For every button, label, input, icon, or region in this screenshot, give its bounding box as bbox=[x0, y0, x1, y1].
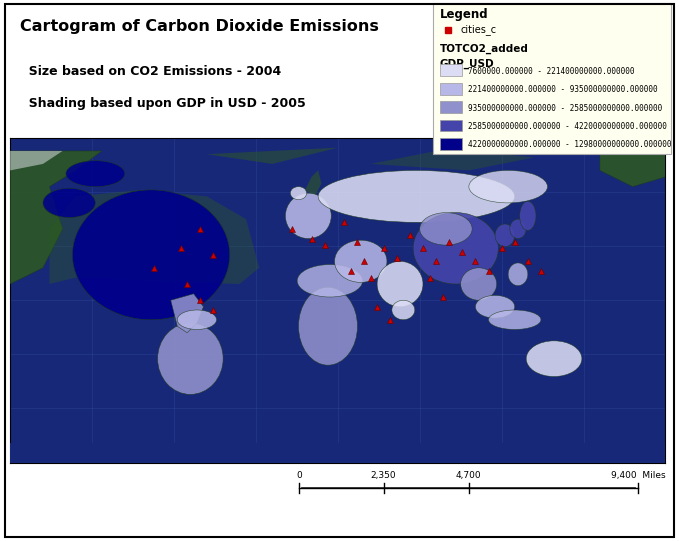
Text: cities_c: cities_c bbox=[460, 24, 496, 35]
Bar bbox=[440, 64, 462, 76]
Text: 7600000.000000 - 221400000000.000000: 7600000.000000 - 221400000000.000000 bbox=[468, 67, 634, 76]
Bar bbox=[440, 101, 462, 113]
Ellipse shape bbox=[420, 213, 472, 245]
Ellipse shape bbox=[291, 187, 307, 200]
Polygon shape bbox=[305, 170, 321, 196]
Bar bbox=[440, 83, 462, 95]
Bar bbox=[440, 138, 462, 150]
Text: 2,350: 2,350 bbox=[371, 471, 397, 480]
Ellipse shape bbox=[299, 287, 357, 365]
Ellipse shape bbox=[460, 268, 497, 300]
Polygon shape bbox=[206, 148, 338, 164]
Ellipse shape bbox=[519, 201, 536, 230]
Ellipse shape bbox=[158, 323, 223, 394]
Polygon shape bbox=[10, 151, 102, 284]
Ellipse shape bbox=[413, 213, 498, 284]
Bar bbox=[440, 120, 462, 131]
Ellipse shape bbox=[335, 240, 387, 282]
Polygon shape bbox=[10, 443, 665, 463]
Text: Size based on CO2 Emissions - 2004: Size based on CO2 Emissions - 2004 bbox=[20, 65, 282, 78]
Text: 935000000000.000000 - 2585000000000.000000: 935000000000.000000 - 2585000000000.0000… bbox=[468, 104, 662, 113]
Ellipse shape bbox=[475, 295, 515, 318]
Polygon shape bbox=[50, 190, 259, 284]
Text: Legend: Legend bbox=[440, 8, 489, 21]
Ellipse shape bbox=[297, 265, 363, 297]
Ellipse shape bbox=[495, 224, 515, 247]
Ellipse shape bbox=[318, 170, 515, 222]
Text: 221400000000.000000 - 935000000000.000000: 221400000000.000000 - 935000000000.00000… bbox=[468, 85, 657, 94]
Polygon shape bbox=[170, 294, 204, 333]
Ellipse shape bbox=[43, 188, 95, 217]
Ellipse shape bbox=[508, 263, 528, 286]
Polygon shape bbox=[10, 151, 62, 170]
Ellipse shape bbox=[177, 310, 217, 329]
Ellipse shape bbox=[66, 161, 125, 187]
Text: 0: 0 bbox=[296, 471, 301, 480]
Ellipse shape bbox=[285, 193, 331, 239]
Bar bbox=[433, 3, 671, 154]
Text: 9,400  Miles: 9,400 Miles bbox=[611, 471, 665, 480]
Ellipse shape bbox=[526, 341, 582, 377]
Polygon shape bbox=[371, 151, 534, 170]
Text: TOTCO2_added: TOTCO2_added bbox=[440, 44, 529, 54]
Ellipse shape bbox=[488, 310, 541, 329]
Ellipse shape bbox=[377, 261, 423, 307]
Text: 2585000000000.000000 - 4220000000000.000000: 2585000000000.000000 - 4220000000000.000… bbox=[468, 122, 667, 131]
Text: 4,700: 4,700 bbox=[456, 471, 481, 480]
Ellipse shape bbox=[73, 190, 230, 320]
Text: 4220000000000.000000 - 12980000000000.000000: 4220000000000.000000 - 12980000000000.00… bbox=[468, 141, 672, 149]
Ellipse shape bbox=[469, 170, 547, 203]
Ellipse shape bbox=[392, 300, 415, 320]
Polygon shape bbox=[600, 151, 665, 187]
Text: Cartogram of Carbon Dioxide Emissions: Cartogram of Carbon Dioxide Emissions bbox=[20, 19, 380, 34]
Text: Shading based upon GDP in USD - 2005: Shading based upon GDP in USD - 2005 bbox=[20, 97, 306, 110]
Ellipse shape bbox=[510, 219, 526, 239]
Text: GDP_USD: GDP_USD bbox=[440, 59, 494, 69]
